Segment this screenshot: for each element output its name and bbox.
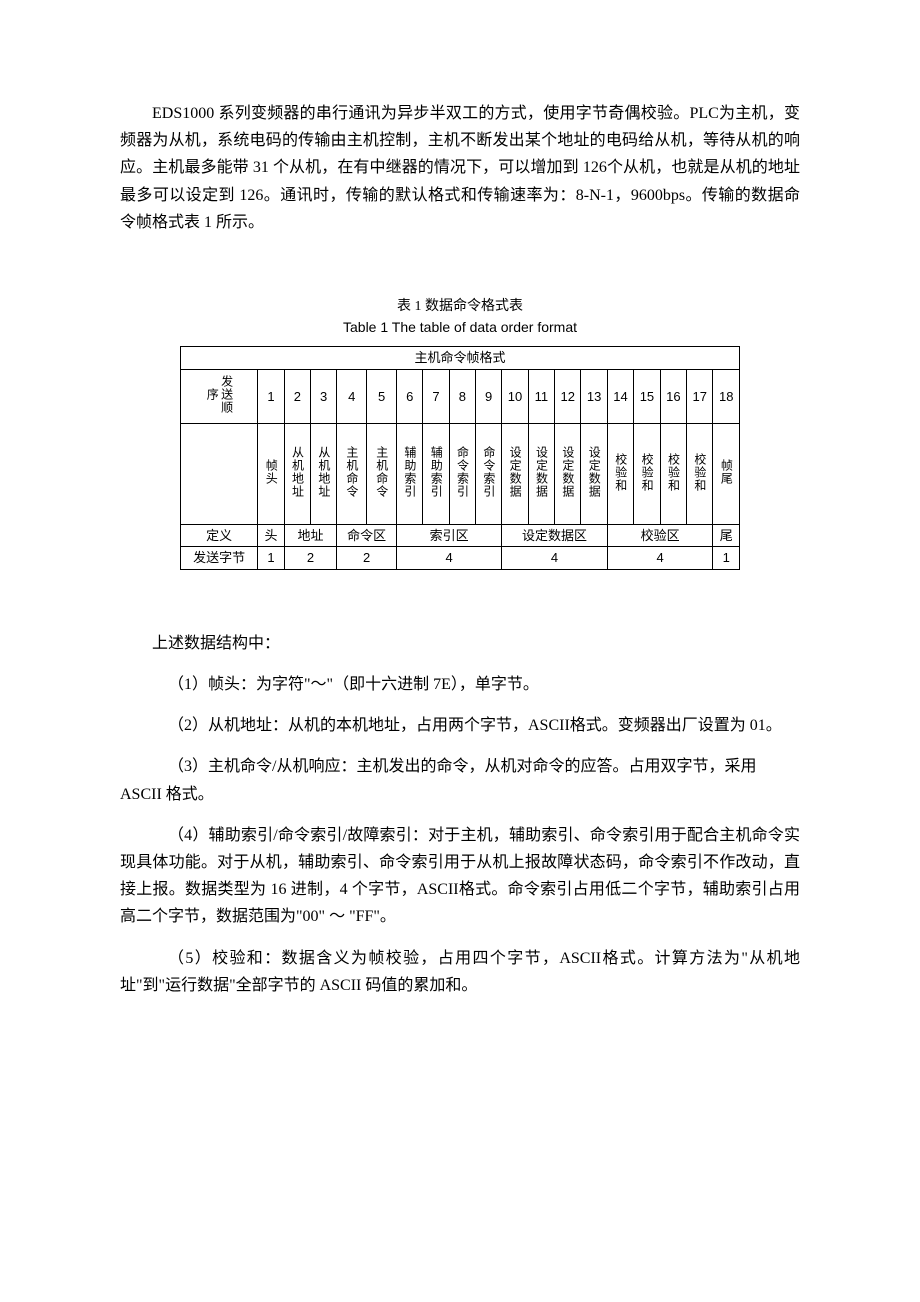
item-2: （2）从机地址：从机的本机地址，占用两个字节，ASCII格式。变频器出厂设置为 … bbox=[120, 712, 800, 739]
item-5: （5）校验和：数据含义为帧校验，占用四个字节，ASCII格式。计算方法为"从机地… bbox=[120, 945, 800, 999]
item-3b: ASCII 格式。 bbox=[120, 781, 800, 808]
def-cell: 设定数据区 bbox=[502, 524, 608, 547]
frame-format-table: 主机命令帧格式 发送顺序 1 2 3 4 5 6 7 8 9 10 11 12 … bbox=[180, 346, 740, 570]
bytes-row: 发送字节 1 2 2 4 4 4 1 bbox=[181, 547, 740, 570]
def-cell: 尾 bbox=[713, 524, 740, 547]
bytes-cell: 1 bbox=[258, 547, 284, 570]
bytes-cell: 2 bbox=[337, 547, 397, 570]
field-cell: 辅助索引 bbox=[397, 424, 423, 525]
seq-cell: 17 bbox=[687, 369, 713, 424]
item-3a: （3）主机命令/从机响应：主机发出的命令，从机对命令的应答。占用双字节，采用 bbox=[120, 753, 800, 780]
def-cell: 地址 bbox=[284, 524, 337, 547]
seq-cell: 10 bbox=[502, 369, 528, 424]
seq-cell: 13 bbox=[581, 369, 607, 424]
field-cell: 设定数据 bbox=[528, 424, 554, 525]
bytes-cell: 4 bbox=[397, 547, 502, 570]
field-cell: 设定数据 bbox=[581, 424, 607, 525]
field-cell: 主机命令 bbox=[337, 424, 367, 525]
field-cell: 设定数据 bbox=[502, 424, 528, 525]
seq-cell: 3 bbox=[311, 369, 337, 424]
seq-cell: 18 bbox=[713, 369, 740, 424]
seq-cell: 14 bbox=[607, 369, 633, 424]
seq-cell: 6 bbox=[397, 369, 423, 424]
seq-cell: 8 bbox=[449, 369, 475, 424]
caption-cn: 表 1 数据命令格式表 bbox=[120, 296, 800, 317]
seq-cell: 7 bbox=[423, 369, 449, 424]
bytes-label: 发送字节 bbox=[181, 547, 258, 570]
seq-cell: 4 bbox=[337, 369, 367, 424]
bytes-cell: 1 bbox=[713, 547, 740, 570]
field-cell: 命令索引 bbox=[449, 424, 475, 525]
field-cell: 辅助索引 bbox=[423, 424, 449, 525]
def-cell: 校验区 bbox=[607, 524, 713, 547]
seq-cell: 11 bbox=[528, 369, 554, 424]
table-caption: 表 1 数据命令格式表 Table 1 The table of data or… bbox=[120, 296, 800, 338]
field-cell: 从机地址 bbox=[284, 424, 310, 525]
field-cell: 帧头 bbox=[258, 424, 284, 525]
seq-label: 发送顺序 bbox=[181, 369, 258, 424]
item-4: （4）辅助索引/命令索引/故障索引：对于主机，辅助索引、命令索引用于配合主机命令… bbox=[120, 822, 800, 931]
seq-cell: 2 bbox=[284, 369, 310, 424]
field-cell: 命令索引 bbox=[475, 424, 501, 525]
bytes-cell: 4 bbox=[607, 547, 713, 570]
def-row: 定义 头 地址 命令区 索引区 设定数据区 校验区 尾 bbox=[181, 524, 740, 547]
lead-paragraph: 上述数据结构中： bbox=[120, 630, 800, 657]
caption-en: Table 1 The table of data order format bbox=[120, 317, 800, 338]
seq-cell: 9 bbox=[475, 369, 501, 424]
def-cell: 索引区 bbox=[397, 524, 502, 547]
seq-cell: 12 bbox=[555, 369, 581, 424]
field-cell: 校验和 bbox=[607, 424, 633, 525]
field-row: 帧头 从机地址 从机地址 主机命令 主机命令 辅助索引 辅助索引 命令索引 命令… bbox=[181, 424, 740, 525]
field-cell: 校验和 bbox=[687, 424, 713, 525]
field-cell: 主机命令 bbox=[367, 424, 397, 525]
def-label: 定义 bbox=[181, 524, 258, 547]
table-title-row: 主机命令帧格式 bbox=[181, 346, 740, 369]
item-1: （1）帧头：为字符"～"（即十六进制 7E），单字节。 bbox=[120, 671, 800, 698]
field-cell: 帧尾 bbox=[713, 424, 740, 525]
field-cell: 设定数据 bbox=[555, 424, 581, 525]
def-cell: 头 bbox=[258, 524, 284, 547]
field-cell: 校验和 bbox=[634, 424, 660, 525]
seq-cell: 5 bbox=[367, 369, 397, 424]
seq-cell: 15 bbox=[634, 369, 660, 424]
bytes-cell: 4 bbox=[502, 547, 608, 570]
table-wrap: 主机命令帧格式 发送顺序 1 2 3 4 5 6 7 8 9 10 11 12 … bbox=[120, 346, 800, 570]
field-cell: 从机地址 bbox=[311, 424, 337, 525]
bytes-cell: 2 bbox=[284, 547, 337, 570]
table-title: 主机命令帧格式 bbox=[181, 346, 740, 369]
field-label bbox=[181, 424, 258, 525]
seq-cell: 16 bbox=[660, 369, 686, 424]
field-cell: 校验和 bbox=[660, 424, 686, 525]
intro-paragraph: EDS1000 系列变频器的串行通讯为异步半双工的方式，使用字节奇偶校验。PLC… bbox=[120, 100, 800, 236]
seq-row: 发送顺序 1 2 3 4 5 6 7 8 9 10 11 12 13 14 15… bbox=[181, 369, 740, 424]
seq-cell: 1 bbox=[258, 369, 284, 424]
def-cell: 命令区 bbox=[337, 524, 397, 547]
